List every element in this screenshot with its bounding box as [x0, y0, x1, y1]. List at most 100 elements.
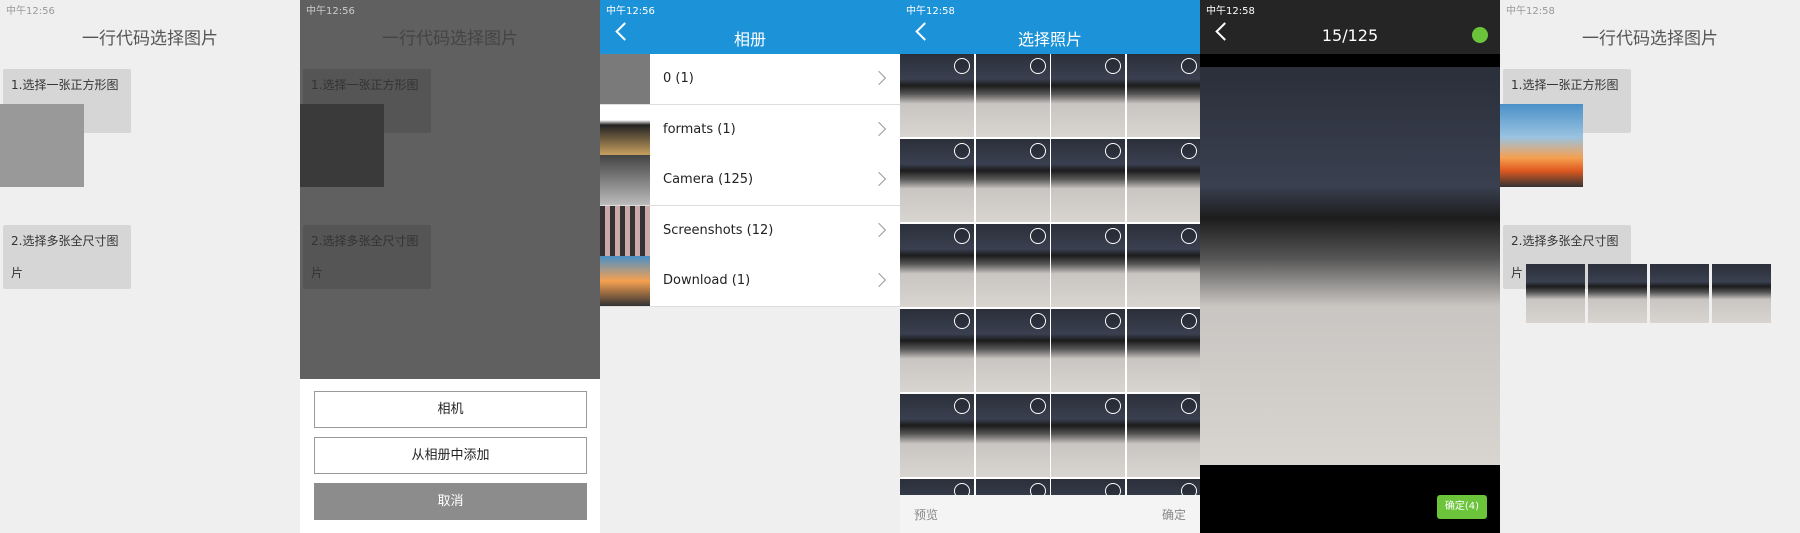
title: 相册: [733, 30, 766, 49]
album-name: Camera (125): [663, 172, 754, 187]
screen: 中午12:58 15/125 确定(4): [1200, 0, 1500, 533]
check-mark: [954, 143, 970, 159]
confirm-button[interactable]: 确定(4): [1437, 495, 1487, 519]
album-row[interactable]: Screenshots (12): [600, 205, 900, 257]
album-row[interactable]: formats (1): [600, 104, 900, 156]
check-mark: [954, 228, 970, 244]
check-mark: [1029, 143, 1046, 159]
chevron: [871, 222, 887, 237]
photo-thumb[interactable]: [1051, 224, 1125, 307]
status-time: 中午12:58: [1506, 6, 1555, 17]
screen: 中午12:56 相册 0 (1) formats (1) Camera (125) Scr…: [600, 0, 900, 533]
preview-button[interactable]: 预览: [914, 508, 939, 522]
photo-thumb[interactable]: [975, 309, 1050, 392]
selected-thumb: [1526, 264, 1585, 323]
check-mark: [1105, 58, 1121, 74]
sheet-option[interactable]: 从相册中添加: [314, 437, 587, 474]
photo-thumb[interactable]: [1126, 54, 1200, 137]
placeholder-image: [300, 104, 384, 187]
check-mark: [1180, 143, 1197, 159]
album-thumb: [600, 155, 650, 205]
photo-thumb[interactable]: [1126, 139, 1200, 222]
photo-thumb[interactable]: [975, 224, 1050, 307]
sheet-option[interactable]: 相机: [314, 391, 587, 428]
check-mark: [1105, 143, 1121, 159]
album-thumb: [600, 54, 650, 104]
check-mark: [1105, 313, 1121, 329]
screen: 中午12:56一行代码选择图片1.选择一张正方形图片2.选择多张全尺寸图片相机从…: [300, 0, 600, 533]
check-mark: [954, 313, 970, 329]
check-mark: [1029, 58, 1046, 74]
photo-preview: [1200, 67, 1500, 465]
chevron: [871, 171, 887, 187]
photo-thumb[interactable]: [1126, 309, 1200, 392]
check-mark: [1029, 228, 1046, 244]
photo-thumb[interactable]: [975, 54, 1050, 137]
header: [1200, 0, 1500, 54]
check-mark: [1180, 398, 1197, 414]
placeholder-image: [0, 104, 84, 187]
check-mark: [1105, 398, 1121, 414]
album-thumb: [600, 104, 650, 155]
button[interactable]: 2.选择多张全尺寸图片: [3, 225, 131, 289]
photo-thumb[interactable]: [900, 224, 974, 307]
status-time: 中午12:56: [6, 6, 55, 17]
album-row[interactable]: Camera (125): [600, 155, 900, 206]
footer-bar: [900, 495, 1200, 533]
chevron: [871, 70, 887, 86]
status-time: 中午12:56: [606, 6, 655, 17]
photo-thumb[interactable]: [975, 139, 1050, 222]
album-name: formats (1): [663, 121, 736, 137]
title: 一行代码选择图片: [1582, 29, 1718, 49]
photo-thumb[interactable]: [900, 309, 974, 392]
album-name: Download (1): [663, 273, 751, 288]
album-row[interactable]: 0 (1): [600, 54, 900, 105]
check-mark: [1180, 228, 1197, 244]
chevron: [871, 121, 887, 136]
album-row[interactable]: Download (1): [600, 256, 900, 307]
title: 一行代码选择图片: [382, 29, 518, 49]
chevron: [871, 272, 887, 288]
album-thumb: [600, 256, 650, 306]
selected-thumb: [1712, 264, 1771, 323]
screen: 中午12:58 选择照片预览 确定: [900, 0, 1200, 533]
selected-thumb: [1650, 264, 1709, 323]
status-time: 中午12:56: [306, 6, 355, 17]
title: 15/125: [1321, 26, 1379, 45]
selected-image: [1500, 104, 1583, 187]
photo-thumb[interactable]: [1051, 54, 1125, 137]
header: [600, 0, 900, 54]
status-time: 中午12:58: [906, 6, 955, 17]
status-time: 中午12:58: [1206, 6, 1255, 17]
photo-thumb[interactable]: [1126, 224, 1200, 307]
confirm-button[interactable]: 确定: [1161, 508, 1186, 522]
selected-thumb: [1588, 264, 1647, 323]
check-mark: [954, 58, 970, 74]
photo-thumb[interactable]: [900, 394, 974, 477]
album-name: Screenshots (12): [663, 222, 774, 238]
album-name: 0 (1): [663, 71, 694, 86]
photo-thumb[interactable]: [900, 139, 974, 222]
title: 选择照片: [1017, 30, 1082, 49]
selected-check[interactable]: [1472, 27, 1488, 43]
button[interactable]: 2.选择多张全尺寸图片: [303, 225, 431, 289]
header: [900, 0, 1200, 54]
check-mark: [1180, 313, 1197, 329]
photo-thumb[interactable]: [1051, 394, 1125, 477]
check-mark: [954, 398, 970, 414]
photo-thumb[interactable]: [975, 394, 1050, 477]
photo-thumb[interactable]: [1051, 139, 1125, 222]
sheet-option[interactable]: 取消: [314, 483, 587, 520]
check-mark: [1180, 58, 1197, 74]
check-mark: [1105, 228, 1121, 244]
check-mark: [1029, 313, 1046, 329]
photo-thumb[interactable]: [900, 54, 974, 137]
title: 一行代码选择图片: [82, 29, 218, 49]
photo-thumb[interactable]: [1051, 309, 1125, 392]
check-mark: [1029, 398, 1046, 414]
album-thumb: [600, 205, 650, 256]
photo-thumb[interactable]: [1126, 394, 1200, 477]
